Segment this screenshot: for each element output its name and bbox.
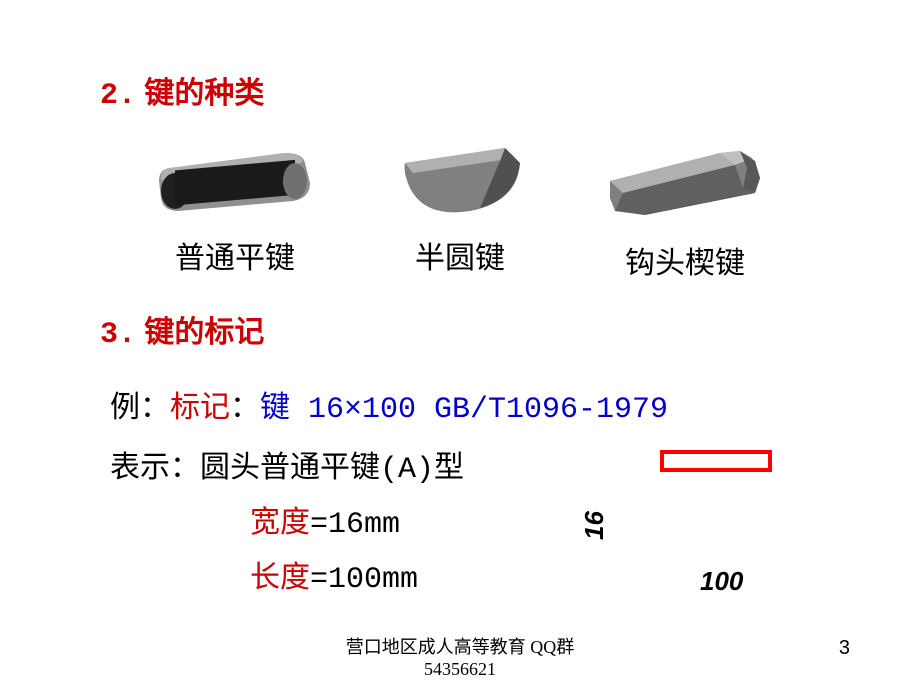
example-prefix: 例： <box>110 391 170 424</box>
dimension-width: 16 <box>579 511 610 540</box>
page-number: 3 <box>839 637 850 660</box>
example-spec: 键 16×100 GB/T1096-1979 <box>260 393 668 427</box>
key-images-row: 普通平键 半圆键 钩头楔键 <box>100 143 820 282</box>
meaning-prefix: 表示： <box>110 451 200 484</box>
section2-title: 键的种类 <box>144 77 264 110</box>
footer-line2: 54356621 <box>0 659 920 680</box>
length-label: 长度 <box>250 561 310 594</box>
key-image-3: 钩头楔键 <box>595 143 775 282</box>
width-value: =16mm <box>310 508 400 542</box>
key-label-2: 半圆键 <box>415 233 505 277</box>
section3-title: 键的标记 <box>144 316 264 349</box>
length-value: =100mm <box>310 563 418 597</box>
meaning-text: 圆头普通平键(A)型 <box>200 453 464 487</box>
key-label-3: 钩头楔键 <box>625 238 745 282</box>
footer-line1: 营口地区成人高等教育 QQ群 <box>0 633 920 659</box>
dimension-length: 100 <box>700 566 743 597</box>
key-image-1: 普通平键 <box>145 143 325 282</box>
footer: 营口地区成人高等教育 QQ群 54356621 <box>0 633 920 680</box>
section2-num: 2. <box>100 79 136 113</box>
section2-heading: 2. 键的种类 <box>100 68 820 113</box>
hook-wedge-key-icon <box>595 143 775 228</box>
example-line: 例：标记：键 16×100 GB/T1096-1979 <box>110 382 820 427</box>
key-label-1: 普通平键 <box>175 233 295 277</box>
width-label: 宽度 <box>250 506 310 539</box>
section3-heading: 3. 键的标记 <box>100 307 820 352</box>
example-label: 标记 <box>170 391 230 424</box>
width-line: 宽度=16mm <box>110 497 820 542</box>
half-round-key-icon <box>385 143 535 223</box>
example-colon: ： <box>230 391 260 424</box>
key-image-2: 半圆键 <box>385 143 535 282</box>
flat-key-icon <box>145 143 325 223</box>
dimension-rectangle <box>660 450 772 472</box>
section3-num: 3. <box>100 318 136 352</box>
